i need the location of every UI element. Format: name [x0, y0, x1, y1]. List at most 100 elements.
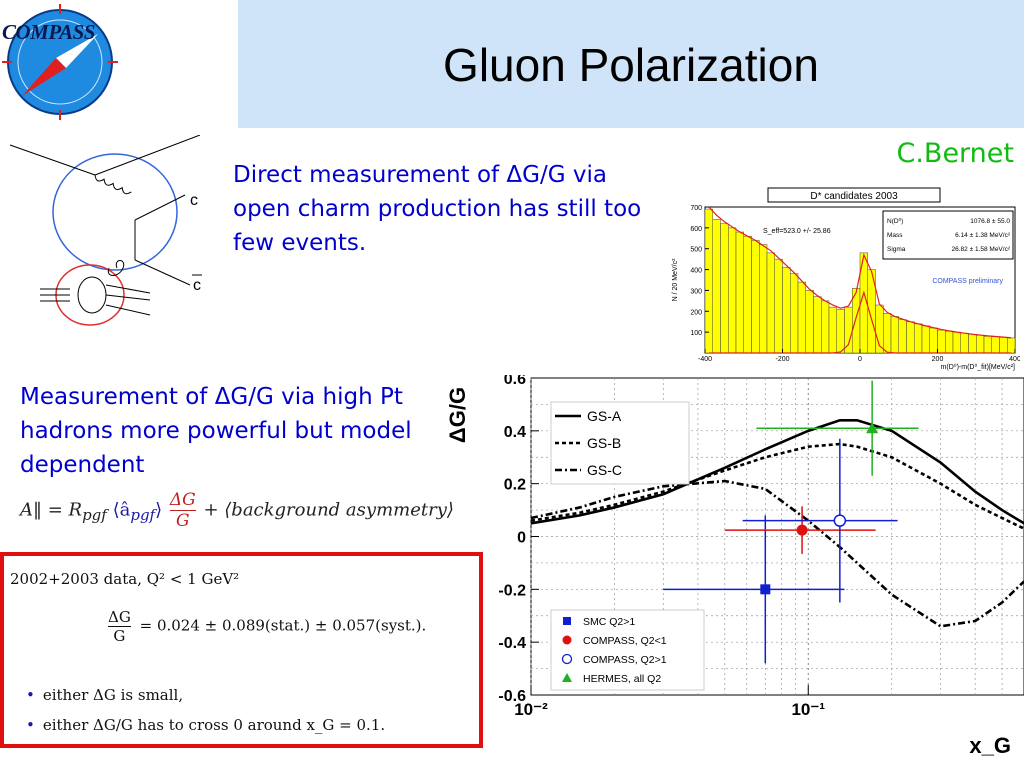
dg-curve-gs-a	[530, 418, 1024, 525]
dg-point-legend-marker	[563, 617, 571, 625]
dg-curve-gs-c	[530, 479, 1024, 628]
hist-bar	[728, 227, 737, 354]
dg-xlabel: x_G	[969, 733, 1011, 758]
dg-point-legend-label: SMC Q2>1	[583, 616, 635, 628]
hist-bar	[968, 333, 977, 354]
logo-text: COMPASS	[2, 20, 95, 44]
dg-point-legend-marker	[562, 673, 572, 682]
hist-xtick-label: -200	[775, 356, 789, 363]
result-num: ΔG	[108, 608, 131, 626]
asymmetry-formula: A‖ = Rpgf ⟨âpgf⟩ ΔG G + ⟨background asymm…	[20, 490, 454, 531]
feynman-diagram: c c	[0, 134, 230, 350]
hist-bar	[720, 223, 729, 354]
formula-bracket-close: ⟩	[155, 499, 163, 521]
formula-bracket: ⟨â	[112, 499, 131, 521]
hist-bar	[883, 313, 892, 354]
dg-ytick-label: 0.2	[504, 477, 526, 494]
hist-bar	[898, 319, 907, 354]
hist-bar	[790, 273, 799, 354]
dg-point-legend-box	[550, 609, 705, 691]
paragraph-open-charm: Direct measurement of ΔG/G via open char…	[233, 162, 642, 256]
dg-ytick-label: -0.6	[498, 688, 526, 705]
hist-ytick-label: 200	[690, 309, 702, 316]
hist-stat-value: 1076.8 ± 55.0	[970, 218, 1010, 225]
hist-ytick-label: 100	[690, 330, 702, 337]
dg-point-marker	[833, 514, 847, 527]
hist-bar	[844, 306, 853, 354]
dg-point-legend-label: COMPASS, Q2<1	[583, 635, 667, 647]
result-box: 2002+2003 data, Q² < 1 GeV² ΔG G = 0.024 …	[0, 552, 483, 748]
formula-den: G	[169, 510, 196, 531]
formula-sub: pgf	[82, 506, 107, 525]
hist-bar	[1007, 337, 1016, 354]
hist-ytick-label: 500	[690, 247, 702, 254]
hist-bar	[774, 258, 783, 354]
dg-ytick-label: 0.4	[504, 424, 526, 441]
feynman-label-c: c	[190, 192, 198, 209]
hist-bar	[952, 331, 961, 354]
dg-point-legend-marker	[562, 635, 572, 645]
slide-title: Gluon Polarization	[443, 39, 819, 91]
feynman-label-cbar: c	[193, 277, 201, 294]
hist-ylabel: N / 20 MeV/c²	[672, 258, 679, 301]
hist-title: D* candidates 2003	[810, 191, 898, 202]
hist-xlabel: m(D⁰)-m(D⁰_fit)[MeV/c²]	[941, 363, 1015, 371]
hist-ytick-label: 600	[690, 226, 702, 233]
compass-logo: COMPASS	[0, 0, 122, 122]
dg-xtick-label: 10⁻¹	[791, 700, 825, 719]
hist-bar	[704, 208, 713, 354]
hist-bar	[735, 231, 744, 354]
hist-stats-box	[882, 210, 1014, 260]
hist-bar	[759, 244, 768, 354]
hist-bar	[797, 281, 806, 354]
dg-curve-gs-b	[530, 442, 1024, 530]
hist-stat-value: 6.14 ± 1.38 MeV/c²	[955, 232, 1011, 239]
hist-annotation: S_eff=523.0 +/- 25.86	[763, 228, 831, 235]
dg-curve-legend-label: GS-C	[587, 462, 622, 478]
formula-tail: + ⟨background asymmetry⟩	[203, 499, 454, 521]
dg-xtick-label: 10⁻²	[514, 700, 548, 719]
dg-point-marker	[760, 584, 771, 595]
hist-title-box	[767, 187, 941, 203]
hist-stat-value: 26.82 ± 1.58 MeV/c²	[952, 246, 1011, 253]
hist-bar	[983, 336, 992, 354]
dg-ylabel: ΔG/G	[445, 387, 470, 443]
hist-bar	[937, 329, 946, 354]
hist-xtick-label: -400	[698, 356, 712, 363]
formula-lhs: A‖ = R	[20, 499, 83, 521]
hist-stat-label: Mass	[887, 232, 903, 239]
result-value: = 0.024 ± 0.089(stat.) ± 0.057(syst.).	[139, 616, 427, 635]
hist-bar	[921, 325, 930, 354]
hist-xtick-label: 0	[858, 356, 862, 363]
result-den: G	[108, 626, 131, 645]
dstar-histogram: 100 200 300 400 500 600 700 -400 -200 0 200 400 D* c…	[665, 185, 1021, 375]
hist-fit-line	[708, 206, 1012, 339]
paragraph-high-pt: Measurement of ΔG/G via high Pt hadrons …	[20, 384, 412, 478]
hist-bar	[805, 290, 814, 354]
header-band	[238, 0, 1024, 128]
hist-xtick-label: 400	[1009, 356, 1020, 363]
dg-point-legend-label: HERMES, all Q2	[583, 673, 661, 685]
hist-bar	[914, 323, 923, 354]
hist-bar	[712, 219, 721, 354]
dg-point-marker	[796, 524, 808, 536]
dg-point-legend-label: COMPASS, Q2>1	[583, 654, 667, 666]
hist-bar	[743, 235, 752, 354]
dg-ytick-label: 0	[517, 530, 526, 547]
dg-point-legend-marker	[561, 653, 573, 665]
hist-bar	[945, 330, 954, 354]
result-formula: ΔG G = 0.024 ± 0.089(stat.) ± 0.057(syst.…	[108, 608, 426, 645]
dg-ytick-label: -0.4	[498, 635, 526, 652]
hist-bar	[991, 336, 1000, 354]
hist-bar	[960, 332, 969, 354]
hist-bar	[782, 267, 791, 354]
result-bullet-2: either ΔG/G has to cross 0 around x_G = …	[26, 716, 385, 734]
hist-bar	[821, 300, 830, 354]
hist-signal-line	[708, 290, 1012, 354]
dg-ytick-label: 0.6	[504, 375, 526, 388]
hist-watermark: COMPASS preliminary	[932, 278, 1003, 285]
hist-ytick-label: 700	[690, 205, 702, 212]
hist-bar	[751, 240, 760, 354]
formula-num: ΔG	[169, 490, 196, 510]
dg-curve-legend-label: GS-A	[587, 408, 622, 424]
